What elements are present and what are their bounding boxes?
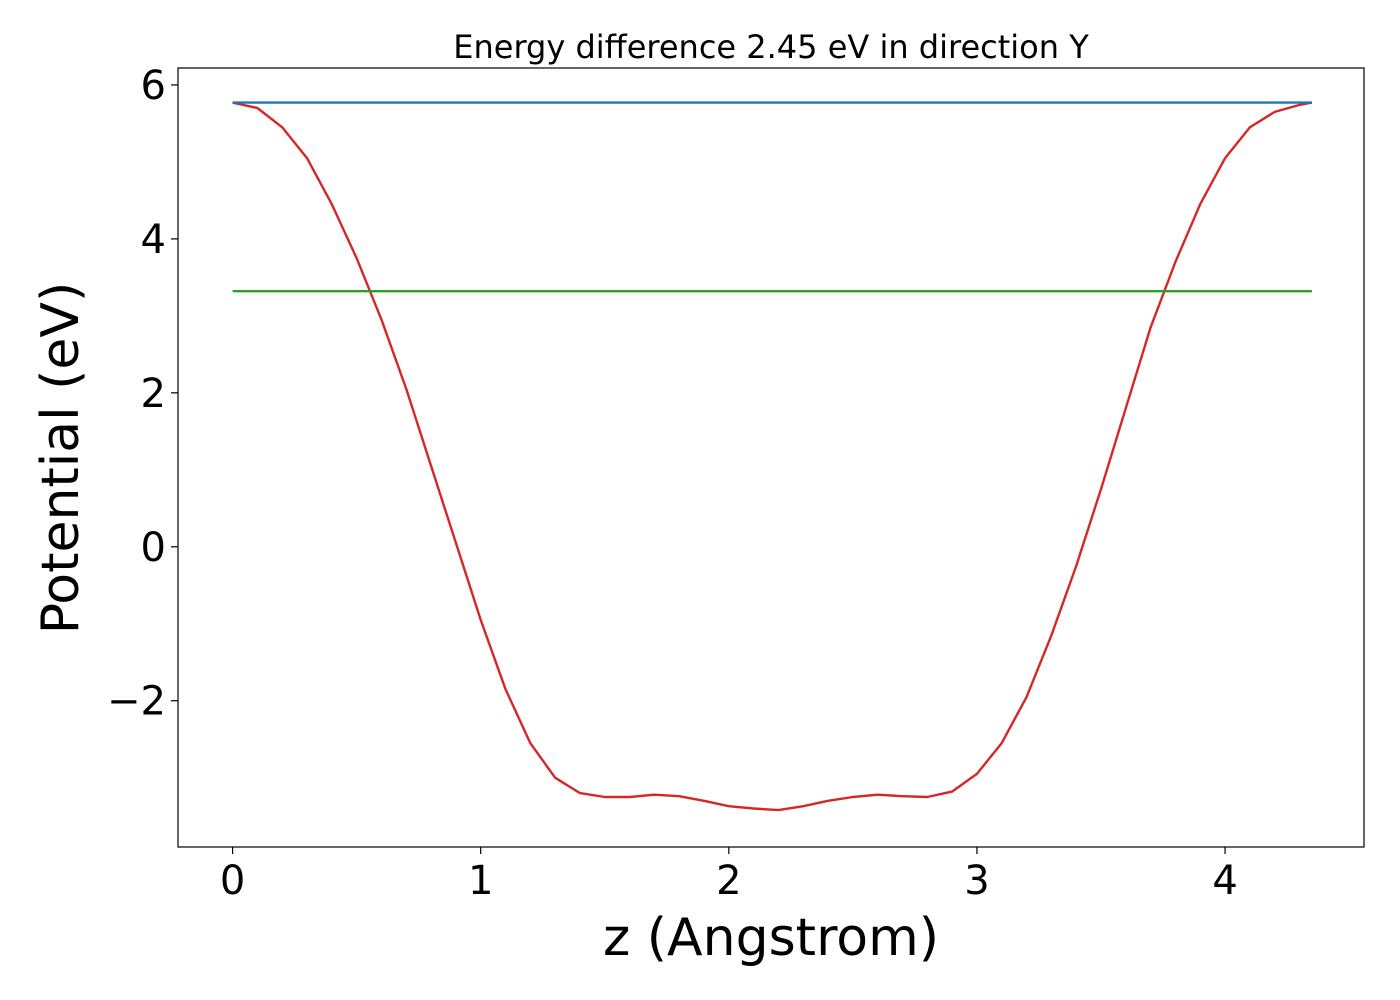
x-tick-label: 3 xyxy=(964,858,989,904)
x-tick-label: 2 xyxy=(716,858,741,904)
x-tick-label: 1 xyxy=(468,858,493,904)
x-axis-label: z (Angstrom) xyxy=(603,908,939,968)
plot-frame xyxy=(177,67,1365,848)
x-tick-label: 4 xyxy=(1212,858,1237,904)
y-tick-label: 0 xyxy=(141,525,166,571)
y-tick-label: 2 xyxy=(141,371,166,417)
y-tick-label: 6 xyxy=(141,63,166,109)
series-line-0 xyxy=(232,101,1313,812)
y-tick-label: −2 xyxy=(107,679,166,725)
y-tick-label: 4 xyxy=(141,217,166,263)
x-axis: 0 1 2 3 4 xyxy=(220,847,1238,904)
y-axis: −2 0 2 4 6 xyxy=(107,63,178,725)
plot-area xyxy=(232,101,1313,812)
x-tick-label: 0 xyxy=(220,858,245,904)
chart-title: Energy difference 2.45 eV in direction Y xyxy=(453,28,1089,66)
y-axis-label: Potential (eV) xyxy=(31,282,91,634)
